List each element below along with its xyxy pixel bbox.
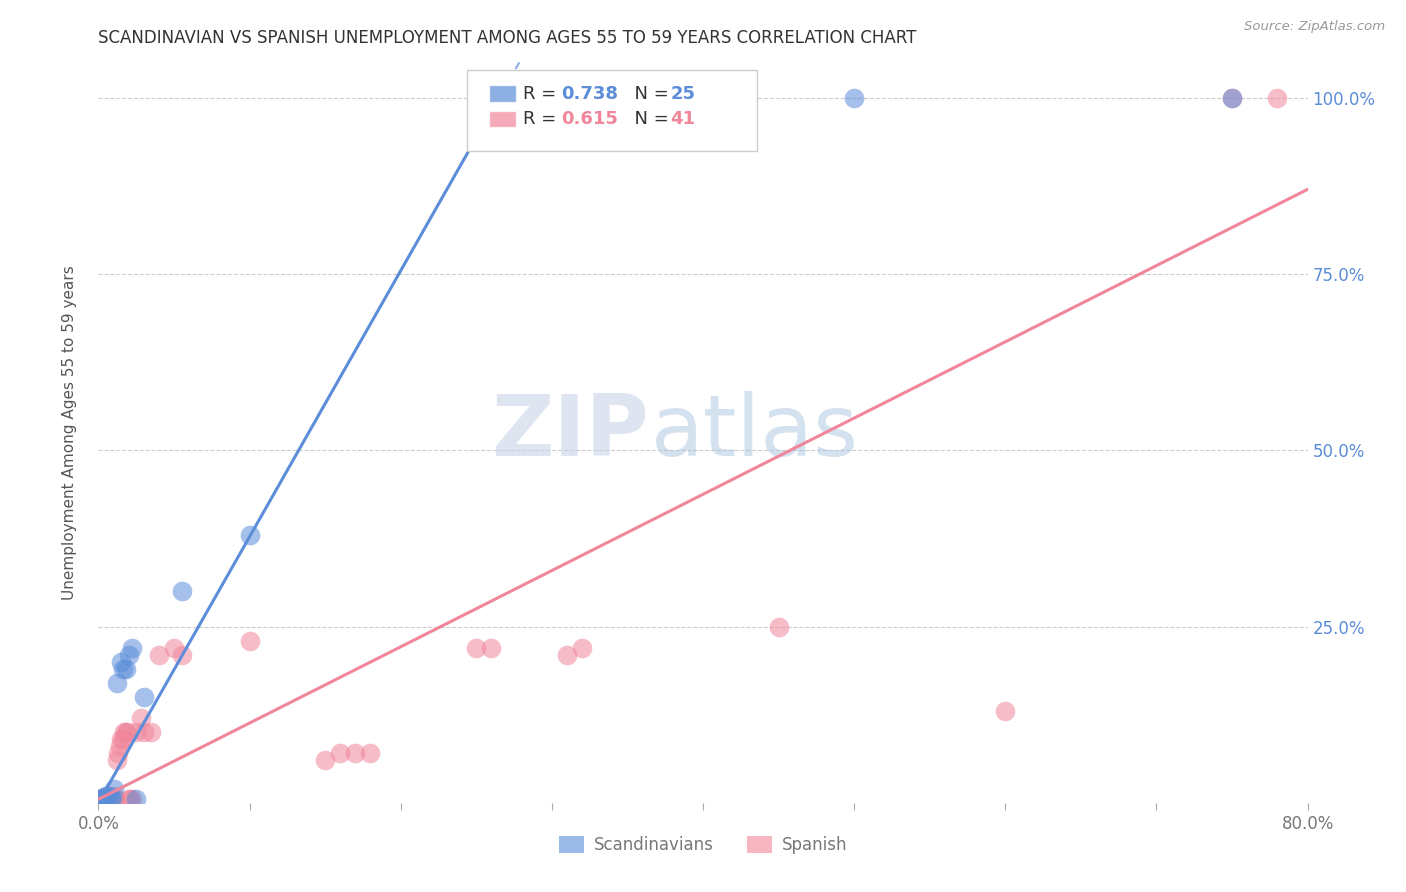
Point	[481, 640, 503, 655]
Y-axis label: Unemployment Among Ages 55 to 59 years: Unemployment Among Ages 55 to 59 years	[62, 265, 77, 600]
Point	[118, 792, 141, 806]
Text: R =: R =	[523, 110, 562, 128]
Text: Source: ZipAtlas.com: Source: ZipAtlas.com	[1244, 20, 1385, 33]
Point	[148, 648, 170, 662]
Text: atlas: atlas	[651, 391, 859, 475]
Point	[1220, 91, 1243, 105]
Point	[89, 792, 111, 806]
Point	[90, 792, 112, 806]
Point	[129, 711, 152, 725]
FancyBboxPatch shape	[467, 70, 758, 152]
Text: 0.738: 0.738	[561, 85, 619, 103]
Point	[329, 747, 352, 761]
Point	[125, 725, 148, 739]
Point	[100, 792, 122, 806]
Point	[90, 792, 112, 806]
Point	[465, 640, 488, 655]
Point	[314, 754, 336, 768]
Point	[112, 725, 135, 739]
Point	[115, 725, 138, 739]
Point	[94, 789, 117, 803]
Point	[98, 790, 121, 805]
Point	[94, 792, 117, 806]
Point	[101, 792, 124, 806]
Point	[104, 792, 127, 806]
Point	[555, 648, 578, 662]
Point	[107, 747, 129, 761]
Point	[1267, 91, 1289, 105]
Point	[114, 725, 136, 739]
Point	[170, 584, 193, 599]
Point	[125, 792, 148, 806]
Legend: Scandinavians, Spanish: Scandinavians, Spanish	[553, 830, 853, 861]
Point	[93, 790, 115, 805]
Point	[114, 662, 136, 676]
Point	[344, 747, 367, 761]
Text: ZIP: ZIP	[491, 391, 648, 475]
Point	[360, 747, 382, 761]
Point	[132, 725, 155, 739]
Point	[103, 789, 125, 803]
Bar	[489, 86, 516, 102]
Point	[111, 662, 134, 676]
Point	[571, 640, 593, 655]
Text: N =: N =	[623, 85, 675, 103]
Point	[170, 648, 193, 662]
Text: N =: N =	[623, 110, 675, 128]
Point	[844, 91, 866, 105]
Point	[994, 704, 1017, 718]
Point	[239, 633, 262, 648]
Point	[163, 640, 186, 655]
Text: R =: R =	[523, 85, 562, 103]
Point	[111, 732, 134, 747]
Point	[141, 725, 163, 739]
Point	[108, 739, 131, 754]
Text: 0.615: 0.615	[561, 110, 619, 128]
Point	[87, 792, 110, 806]
Point	[100, 790, 122, 805]
Point	[98, 789, 121, 803]
Point	[768, 619, 790, 633]
Point	[105, 676, 128, 690]
Text: 41: 41	[671, 110, 696, 128]
Point	[110, 732, 132, 747]
Point	[105, 754, 128, 768]
Text: 25: 25	[671, 85, 696, 103]
Point	[103, 781, 125, 796]
Point	[120, 792, 142, 806]
Point	[239, 528, 262, 542]
Point	[91, 792, 114, 806]
Point	[481, 91, 503, 105]
Point	[110, 655, 132, 669]
Point	[132, 690, 155, 704]
Point	[495, 91, 517, 105]
Point	[488, 91, 510, 105]
Bar	[489, 111, 516, 127]
Point	[96, 792, 118, 806]
Point	[96, 789, 118, 803]
Text: SCANDINAVIAN VS SPANISH UNEMPLOYMENT AMONG AGES 55 TO 59 YEARS CORRELATION CHART: SCANDINAVIAN VS SPANISH UNEMPLOYMENT AMO…	[98, 29, 917, 47]
Point	[118, 648, 141, 662]
Point	[91, 792, 114, 806]
Point	[1220, 91, 1243, 105]
Point	[121, 640, 143, 655]
Point	[121, 792, 143, 806]
Point	[89, 792, 111, 806]
